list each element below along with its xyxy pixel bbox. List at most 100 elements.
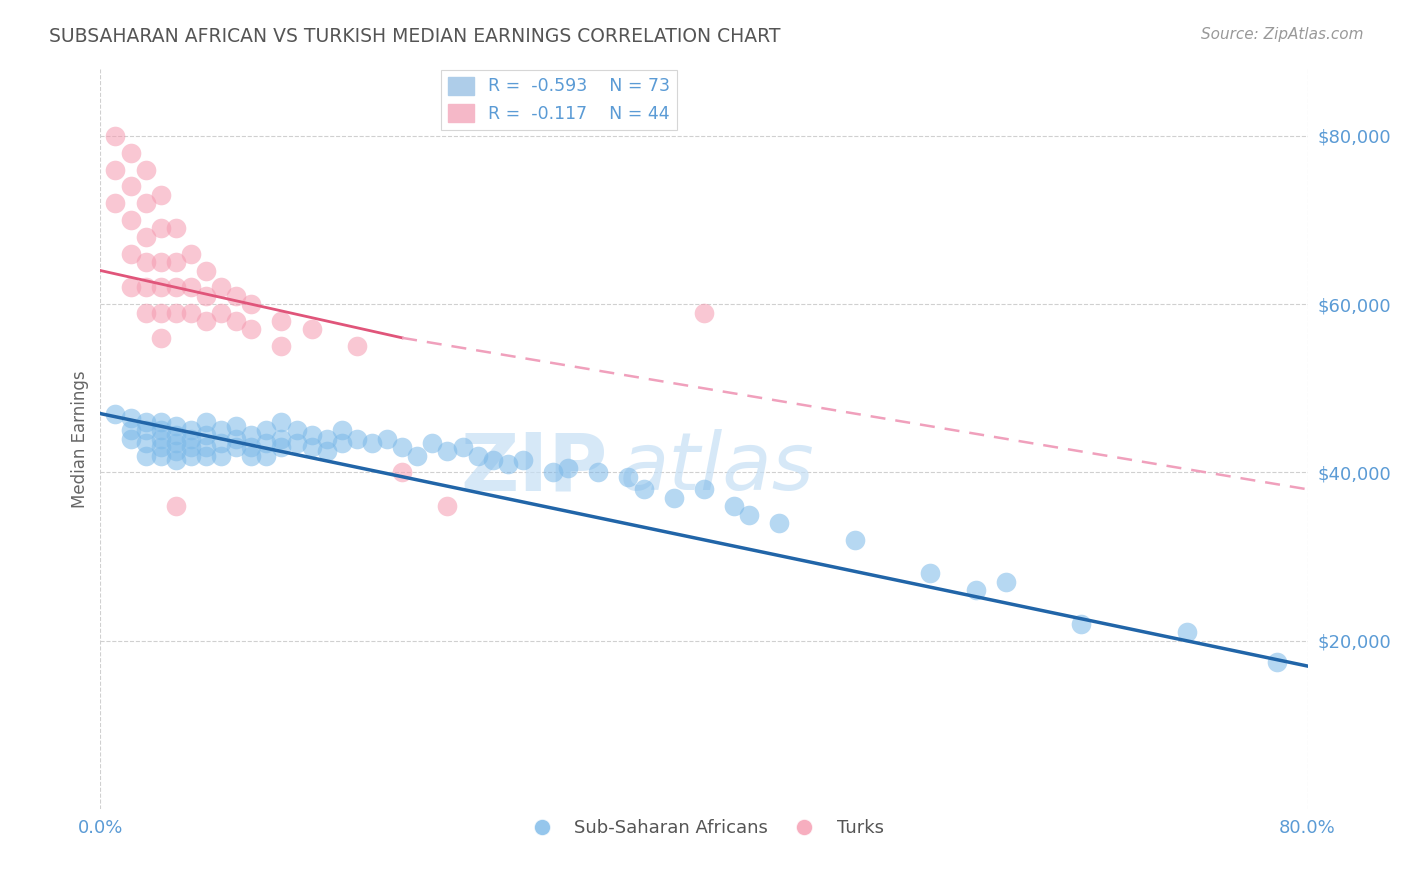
- Point: [240, 297, 263, 311]
- Point: [391, 466, 413, 480]
- Point: [270, 432, 292, 446]
- Point: [315, 444, 337, 458]
- Point: [225, 419, 247, 434]
- Point: [254, 436, 277, 450]
- Point: [195, 440, 218, 454]
- Point: [149, 187, 172, 202]
- Point: [270, 415, 292, 429]
- Point: [738, 508, 761, 522]
- Point: [149, 449, 172, 463]
- Point: [270, 339, 292, 353]
- Point: [209, 280, 232, 294]
- Point: [633, 483, 655, 497]
- Point: [254, 449, 277, 463]
- Point: [120, 145, 142, 160]
- Point: [165, 499, 187, 513]
- Point: [180, 432, 202, 446]
- Point: [149, 432, 172, 446]
- Point: [844, 533, 866, 547]
- Point: [375, 432, 398, 446]
- Point: [301, 322, 323, 336]
- Point: [120, 179, 142, 194]
- Point: [165, 453, 187, 467]
- Point: [195, 289, 218, 303]
- Point: [994, 574, 1017, 589]
- Point: [165, 221, 187, 235]
- Point: [301, 427, 323, 442]
- Legend: Sub-Saharan Africans, Turks: Sub-Saharan Africans, Turks: [516, 812, 891, 845]
- Point: [120, 213, 142, 227]
- Point: [481, 453, 503, 467]
- Point: [1070, 617, 1092, 632]
- Point: [180, 424, 202, 438]
- Point: [693, 483, 716, 497]
- Point: [467, 449, 489, 463]
- Point: [135, 230, 157, 244]
- Point: [135, 162, 157, 177]
- Point: [557, 461, 579, 475]
- Point: [346, 432, 368, 446]
- Point: [240, 440, 263, 454]
- Point: [149, 331, 172, 345]
- Point: [135, 436, 157, 450]
- Point: [180, 280, 202, 294]
- Point: [165, 419, 187, 434]
- Point: [209, 305, 232, 319]
- Point: [451, 440, 474, 454]
- Point: [270, 440, 292, 454]
- Point: [541, 466, 564, 480]
- Point: [135, 305, 157, 319]
- Point: [723, 499, 745, 513]
- Point: [120, 424, 142, 438]
- Point: [104, 128, 127, 143]
- Point: [165, 444, 187, 458]
- Point: [149, 440, 172, 454]
- Point: [135, 280, 157, 294]
- Point: [254, 424, 277, 438]
- Point: [693, 305, 716, 319]
- Point: [496, 457, 519, 471]
- Point: [149, 255, 172, 269]
- Point: [301, 440, 323, 454]
- Point: [135, 196, 157, 211]
- Point: [165, 255, 187, 269]
- Text: atlas: atlas: [620, 429, 814, 508]
- Point: [120, 280, 142, 294]
- Point: [195, 263, 218, 277]
- Point: [180, 440, 202, 454]
- Point: [104, 407, 127, 421]
- Point: [180, 449, 202, 463]
- Point: [165, 280, 187, 294]
- Point: [195, 415, 218, 429]
- Point: [209, 424, 232, 438]
- Point: [225, 289, 247, 303]
- Point: [135, 255, 157, 269]
- Point: [120, 410, 142, 425]
- Point: [662, 491, 685, 505]
- Point: [149, 424, 172, 438]
- Point: [330, 424, 353, 438]
- Text: Source: ZipAtlas.com: Source: ZipAtlas.com: [1201, 27, 1364, 42]
- Point: [285, 436, 308, 450]
- Point: [120, 432, 142, 446]
- Point: [1175, 625, 1198, 640]
- Point: [195, 449, 218, 463]
- Point: [330, 436, 353, 450]
- Point: [149, 305, 172, 319]
- Point: [920, 566, 942, 581]
- Point: [209, 449, 232, 463]
- Point: [315, 432, 337, 446]
- Point: [225, 314, 247, 328]
- Point: [180, 305, 202, 319]
- Point: [240, 449, 263, 463]
- Point: [420, 436, 443, 450]
- Point: [436, 499, 458, 513]
- Point: [617, 469, 640, 483]
- Point: [512, 453, 534, 467]
- Point: [195, 427, 218, 442]
- Point: [361, 436, 384, 450]
- Point: [135, 449, 157, 463]
- Text: SUBSAHARAN AFRICAN VS TURKISH MEDIAN EARNINGS CORRELATION CHART: SUBSAHARAN AFRICAN VS TURKISH MEDIAN EAR…: [49, 27, 780, 45]
- Point: [270, 314, 292, 328]
- Point: [346, 339, 368, 353]
